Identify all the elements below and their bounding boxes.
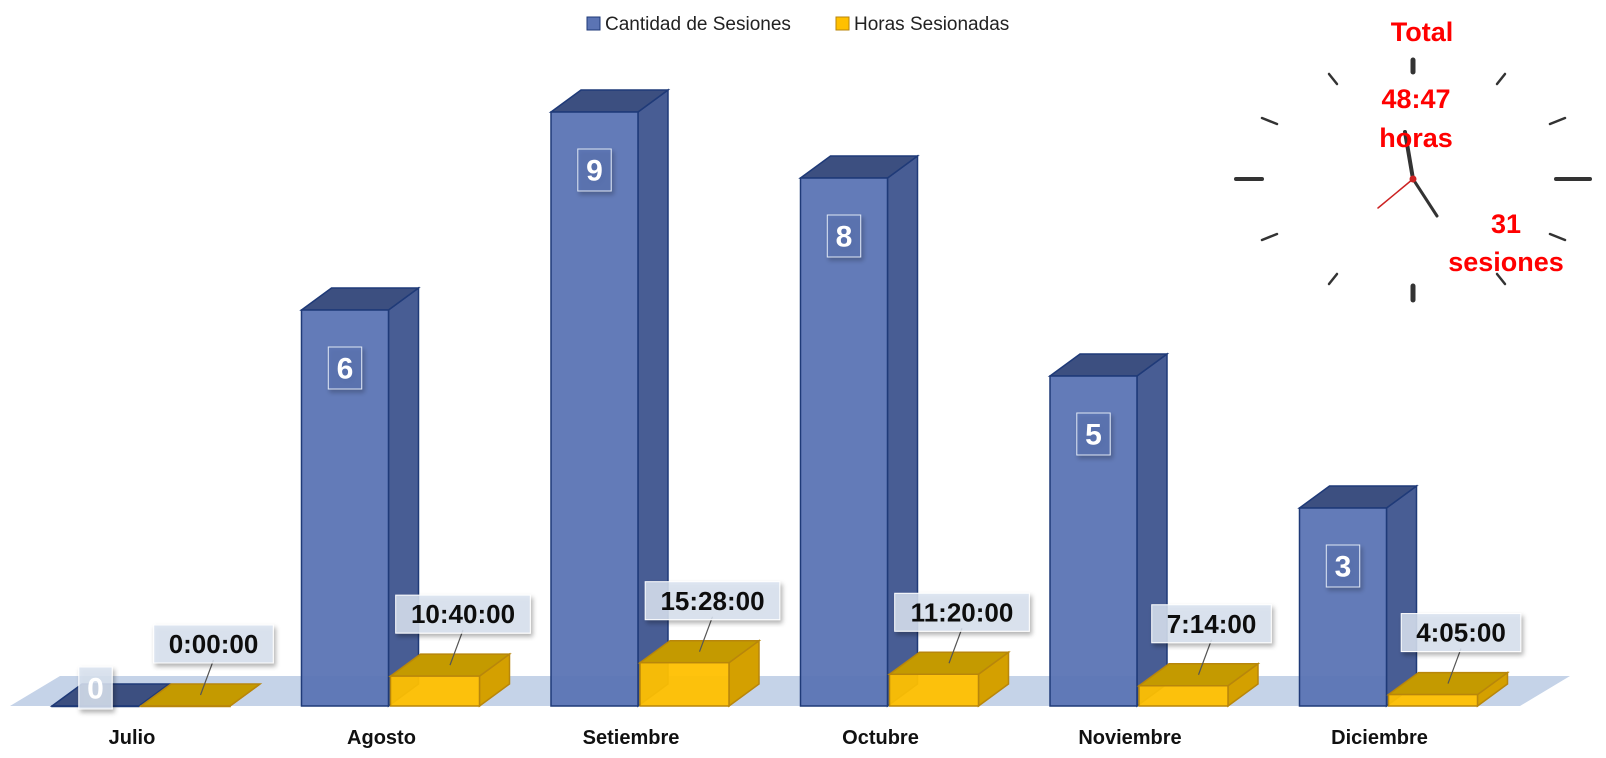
leader-line	[199, 659, 215, 696]
category-label: Octubre	[842, 727, 919, 749]
data-label-hours: 11:20:00	[894, 592, 1030, 632]
svg-text:4:05:00: 4:05:00	[1416, 618, 1506, 648]
data-label-hours: 10:40:00	[395, 594, 531, 634]
total-hours-unit: horas	[1379, 123, 1453, 153]
total-title: Total	[1391, 17, 1454, 47]
svg-text:6: 6	[337, 353, 354, 386]
data-label-sessions: 0	[78, 666, 113, 710]
category-label: Diciembre	[1331, 727, 1428, 749]
data-label-hours: 4:05:00	[1400, 613, 1522, 653]
data-label-hours: 7:14:00	[1151, 604, 1272, 644]
svg-text:3: 3	[1335, 551, 1352, 584]
bar-sessions	[1047, 352, 1170, 708]
leader-line	[1197, 639, 1213, 675]
clock-icon	[1234, 57, 1592, 303]
bar-sessions	[1297, 484, 1419, 708]
svg-text:8: 8	[836, 221, 853, 254]
bar-hours	[637, 639, 762, 708]
data-label-hours: 15:28:00	[644, 581, 781, 621]
data-label-sessions: 6	[327, 346, 363, 390]
category-label: Noviembre	[1078, 727, 1181, 749]
total-sessions-unit: sesiones	[1448, 247, 1564, 277]
svg-text:0:00:00: 0:00:00	[169, 629, 259, 659]
legend-label-sessions: Cantidad de Sesiones	[605, 14, 791, 35]
svg-text:5: 5	[1085, 419, 1102, 452]
svg-text:10:40:00: 10:40:00	[411, 599, 515, 629]
data-label-sessions: 5	[1076, 412, 1111, 456]
svg-text:11:20:00: 11:20:00	[911, 597, 1014, 627]
data-label-sessions: 9	[577, 148, 612, 192]
leader-line	[449, 629, 464, 666]
total-panel: Total 48:47 horas 31 sesiones	[1234, 17, 1592, 303]
category-labels: Julio Agosto Setiembre Octubre Noviembre Dici…	[109, 727, 1428, 749]
category-label: Setiembre	[583, 727, 680, 749]
svg-text:7:14:00: 7:14:00	[1167, 609, 1257, 639]
bars-layer: 0 0:00:00 6 10:40:00 9 15:28:00 8 11:20:00 5 7:14…	[49, 88, 1522, 710]
legend: Cantidad de Sesiones Horas Sesionadas	[586, 14, 1009, 35]
data-label-sessions: 8	[826, 214, 862, 258]
bar-sessions	[798, 154, 920, 708]
category-label: Julio	[109, 727, 156, 749]
leader-line	[948, 628, 963, 664]
legend-swatch-hours	[835, 16, 850, 31]
svg-text:0: 0	[87, 673, 104, 706]
data-label-sessions: 3	[1325, 544, 1361, 588]
svg-text:9: 9	[586, 155, 603, 188]
legend-swatch-sessions	[586, 16, 601, 31]
total-hours-value: 48:47	[1381, 84, 1450, 114]
total-sessions-value: 31	[1491, 209, 1521, 239]
data-label-hours: 0:00:00	[153, 624, 274, 664]
legend-label-hours: Horas Sesionadas	[854, 14, 1009, 35]
bar-hours	[887, 650, 1011, 708]
leader-line	[1447, 648, 1462, 684]
svg-text:15:28:00: 15:28:00	[660, 586, 764, 616]
bar-sessions	[548, 88, 671, 708]
bar-hours	[1386, 671, 1510, 708]
category-label: Agosto	[347, 727, 416, 749]
leader-line	[698, 616, 714, 652]
